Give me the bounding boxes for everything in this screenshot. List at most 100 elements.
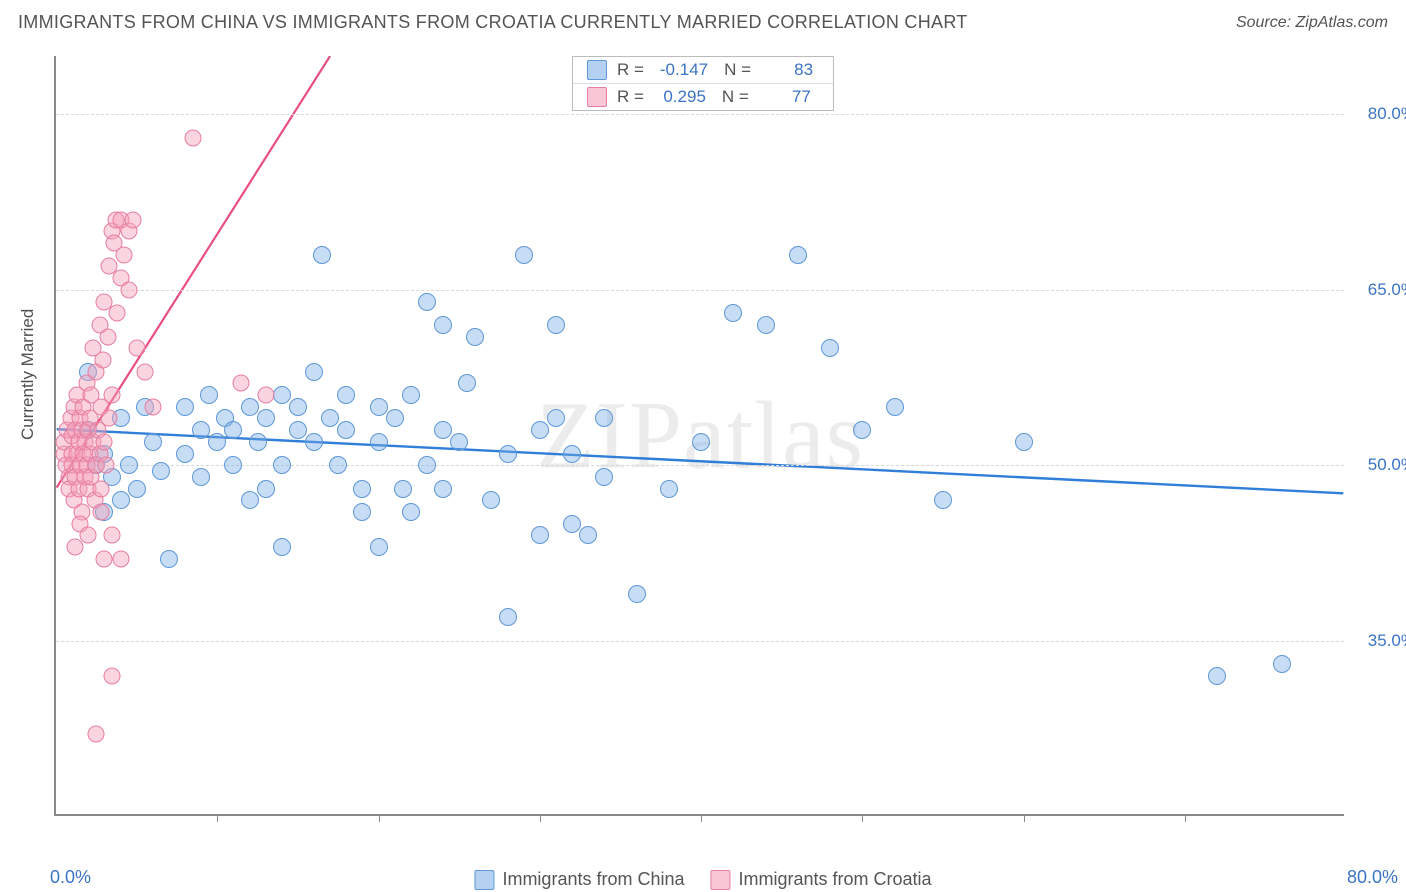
x-tick xyxy=(1185,814,1186,822)
data-point xyxy=(563,445,581,463)
data-point xyxy=(329,456,347,474)
data-point xyxy=(563,515,581,533)
data-point xyxy=(289,421,307,439)
y-tick-label: 35.0% xyxy=(1351,631,1406,651)
data-point xyxy=(660,480,678,498)
correlation-legend: R = -0.147 N = 83 R = 0.295 N = 77 xyxy=(572,56,834,111)
data-point xyxy=(94,352,111,369)
r-value: -0.147 xyxy=(654,60,714,80)
data-point xyxy=(208,433,226,451)
swatch-blue-icon xyxy=(474,870,494,890)
x-axis-min-label: 0.0% xyxy=(50,867,91,888)
data-point xyxy=(224,421,242,439)
data-point xyxy=(337,421,355,439)
data-point xyxy=(418,456,436,474)
x-axis-max-label: 80.0% xyxy=(1347,867,1398,888)
data-point xyxy=(233,375,250,392)
data-point xyxy=(104,667,121,684)
data-point xyxy=(93,504,110,521)
data-point xyxy=(724,304,742,322)
r-label: R = xyxy=(617,60,644,80)
n-value: 77 xyxy=(759,87,817,107)
data-point xyxy=(273,538,291,556)
data-point xyxy=(99,328,116,345)
data-point xyxy=(144,433,162,451)
data-point xyxy=(418,293,436,311)
legend-label: Immigrants from Croatia xyxy=(739,869,932,890)
data-point xyxy=(257,387,274,404)
swatch-pink-icon xyxy=(711,870,731,890)
x-tick xyxy=(540,814,541,822)
data-point xyxy=(934,491,952,509)
data-point xyxy=(88,726,105,743)
data-point xyxy=(97,457,114,474)
data-point xyxy=(241,491,259,509)
data-point xyxy=(450,433,468,451)
data-point xyxy=(273,386,291,404)
data-point xyxy=(370,433,388,451)
legend-item-china: Immigrants from China xyxy=(474,869,684,890)
data-point xyxy=(241,398,259,416)
data-point xyxy=(1015,433,1033,451)
data-point xyxy=(394,480,412,498)
data-point xyxy=(96,550,113,567)
data-point xyxy=(120,281,137,298)
data-point xyxy=(386,409,404,427)
data-point xyxy=(595,409,613,427)
data-point xyxy=(547,316,565,334)
data-point xyxy=(337,386,355,404)
x-tick xyxy=(862,814,863,822)
data-point xyxy=(821,339,839,357)
data-point xyxy=(466,328,484,346)
y-axis-label: Currently Married xyxy=(18,309,38,440)
data-point xyxy=(321,409,339,427)
data-point xyxy=(176,398,194,416)
data-point xyxy=(305,363,323,381)
data-point xyxy=(482,491,500,509)
data-point xyxy=(402,386,420,404)
data-point xyxy=(289,398,307,416)
data-point xyxy=(125,211,142,228)
swatch-pink-icon xyxy=(587,87,607,107)
x-tick xyxy=(701,814,702,822)
data-point xyxy=(370,538,388,556)
data-point xyxy=(692,433,710,451)
r-value: 0.295 xyxy=(654,87,712,107)
gridline-horizontal xyxy=(56,290,1344,291)
data-point xyxy=(192,421,210,439)
data-point xyxy=(104,527,121,544)
data-point xyxy=(112,491,130,509)
data-point xyxy=(257,409,275,427)
data-point xyxy=(224,456,242,474)
data-point xyxy=(370,398,388,416)
data-point xyxy=(128,480,146,498)
legend-label: Immigrants from China xyxy=(502,869,684,890)
data-point xyxy=(273,456,291,474)
gridline-horizontal xyxy=(56,641,1344,642)
gridline-horizontal xyxy=(56,465,1344,466)
data-point xyxy=(628,585,646,603)
data-point xyxy=(434,480,452,498)
scatter-chart: ZIPatlas 35.0%50.0%65.0%80.0% xyxy=(54,56,1344,816)
data-point xyxy=(185,129,202,146)
data-point xyxy=(353,480,371,498)
x-tick xyxy=(1024,814,1025,822)
data-point xyxy=(757,316,775,334)
data-point xyxy=(353,503,371,521)
series-legend: Immigrants from China Immigrants from Cr… xyxy=(474,869,931,890)
data-point xyxy=(109,305,126,322)
gridline-horizontal xyxy=(56,114,1344,115)
legend-item-croatia: Immigrants from Croatia xyxy=(711,869,932,890)
data-point xyxy=(200,386,218,404)
legend-row-china: R = -0.147 N = 83 xyxy=(573,57,833,83)
data-point xyxy=(595,468,613,486)
data-point xyxy=(257,480,275,498)
data-point xyxy=(101,410,118,427)
data-point xyxy=(515,246,533,264)
data-point xyxy=(853,421,871,439)
y-tick-label: 50.0% xyxy=(1351,455,1406,475)
data-point xyxy=(112,550,129,567)
data-point xyxy=(96,433,113,450)
data-point xyxy=(176,445,194,463)
y-tick-label: 80.0% xyxy=(1351,104,1406,124)
